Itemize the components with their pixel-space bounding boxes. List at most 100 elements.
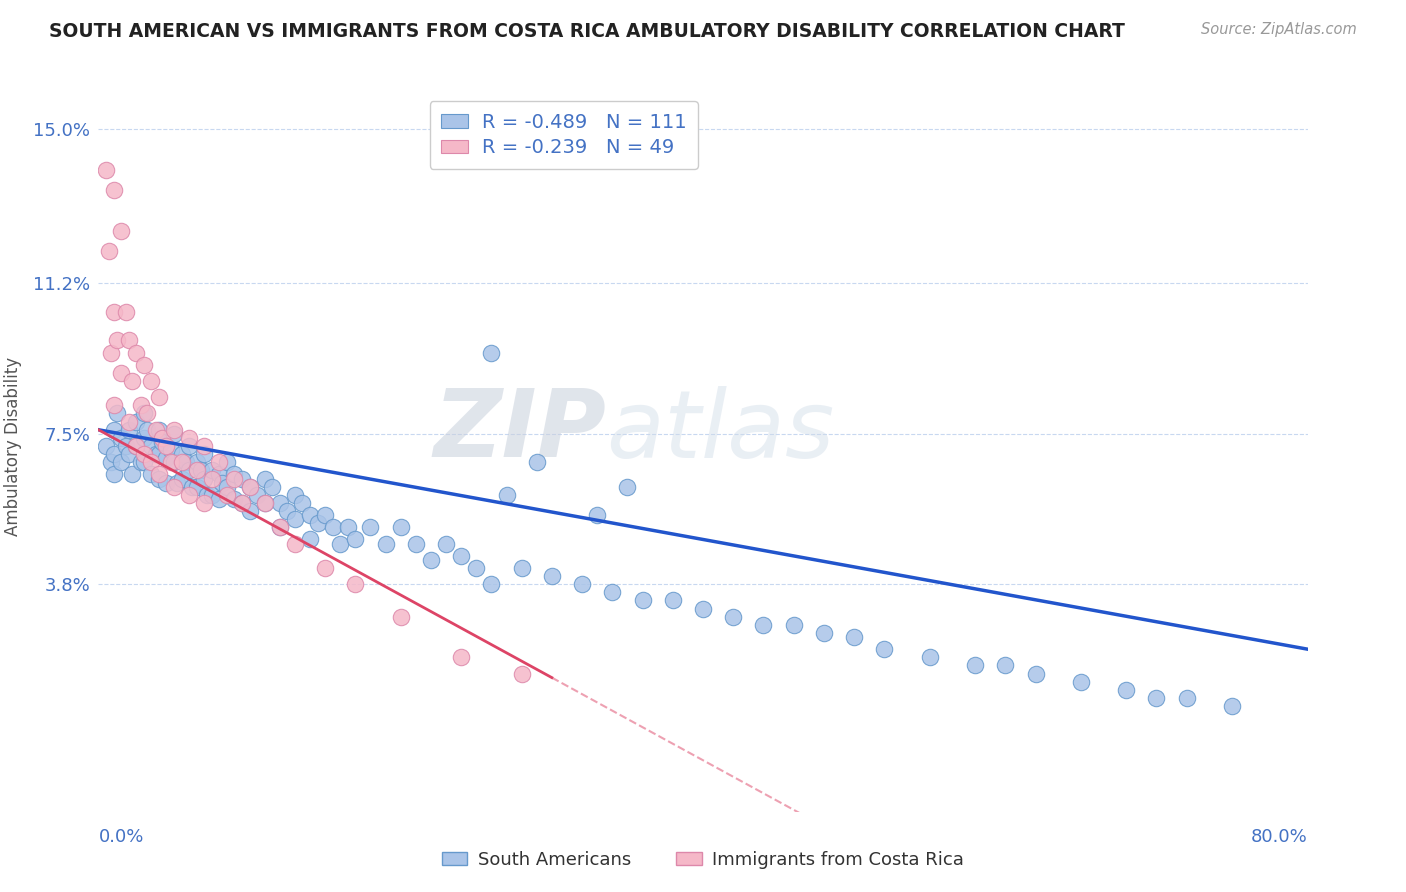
Point [231, 471, 253, 485]
Point [181, 480, 204, 494]
Point [110, 455, 132, 469]
Point [135, 407, 157, 421]
Point [145, 447, 167, 461]
Point [103, 183, 125, 197]
Point [114, 305, 136, 319]
Point [170, 447, 193, 461]
Point [174, 455, 197, 469]
Point [231, 496, 253, 510]
Point [98, 244, 121, 258]
Point [129, 398, 152, 412]
Point [284, 488, 307, 502]
Point [148, 423, 170, 437]
Point [141, 467, 163, 482]
Point [145, 423, 167, 437]
Point [118, 334, 141, 348]
Point [918, 650, 941, 665]
Point [314, 508, 336, 522]
Point [201, 471, 224, 485]
Point [103, 447, 125, 461]
Point [100, 345, 122, 359]
Point [752, 617, 775, 632]
Point [179, 431, 201, 445]
Y-axis label: Ambulatory Disability: Ambulatory Disability [4, 357, 22, 535]
Point [336, 520, 359, 534]
Point [208, 455, 231, 469]
Point [269, 520, 291, 534]
Point [405, 536, 427, 550]
Point [193, 471, 215, 485]
Point [118, 447, 141, 461]
Point [132, 431, 155, 445]
Point [148, 471, 170, 485]
Point [132, 358, 155, 372]
Point [100, 455, 122, 469]
Text: ZIP: ZIP [433, 385, 606, 477]
Point [253, 471, 276, 485]
Point [571, 577, 593, 591]
Point [481, 345, 503, 359]
Point [224, 471, 246, 485]
Point [125, 439, 148, 453]
Point [631, 593, 654, 607]
Point [510, 561, 533, 575]
Point [253, 496, 276, 510]
Point [389, 520, 412, 534]
Point [239, 480, 262, 494]
Point [190, 463, 212, 477]
Point [103, 423, 125, 437]
Point [723, 609, 745, 624]
Point [224, 491, 246, 506]
Text: 0.0%: 0.0% [98, 828, 143, 846]
Point [208, 467, 231, 482]
Point [246, 488, 269, 502]
Point [125, 415, 148, 429]
Point [307, 516, 329, 531]
Point [465, 561, 488, 575]
Point [132, 455, 155, 469]
Point [179, 439, 201, 453]
Point [269, 496, 291, 510]
Point [132, 447, 155, 461]
Point [155, 451, 177, 466]
Point [114, 439, 136, 453]
Point [602, 585, 624, 599]
Point [481, 577, 503, 591]
Point [1115, 682, 1137, 697]
Point [526, 455, 548, 469]
Point [163, 426, 186, 441]
Text: atlas: atlas [606, 386, 835, 477]
Point [150, 431, 173, 445]
Point [322, 520, 344, 534]
Point [155, 439, 177, 453]
Point [141, 374, 163, 388]
Point [284, 536, 307, 550]
Point [160, 455, 183, 469]
Point [1024, 666, 1046, 681]
Point [344, 533, 367, 547]
Point [129, 455, 152, 469]
Point [360, 520, 382, 534]
Point [299, 508, 322, 522]
Point [163, 455, 186, 469]
Point [262, 480, 284, 494]
Point [193, 439, 215, 453]
Point [110, 366, 132, 380]
Point [813, 626, 835, 640]
Point [239, 480, 262, 494]
Point [269, 520, 291, 534]
Point [121, 374, 143, 388]
Point [215, 488, 238, 502]
Point [186, 463, 208, 477]
Point [1144, 690, 1167, 705]
Point [510, 666, 533, 681]
Point [208, 491, 231, 506]
Point [150, 434, 173, 449]
Point [215, 455, 238, 469]
Point [253, 496, 276, 510]
Point [103, 305, 125, 319]
Point [450, 650, 472, 665]
Point [148, 390, 170, 404]
Point [132, 407, 155, 421]
Point [186, 455, 208, 469]
